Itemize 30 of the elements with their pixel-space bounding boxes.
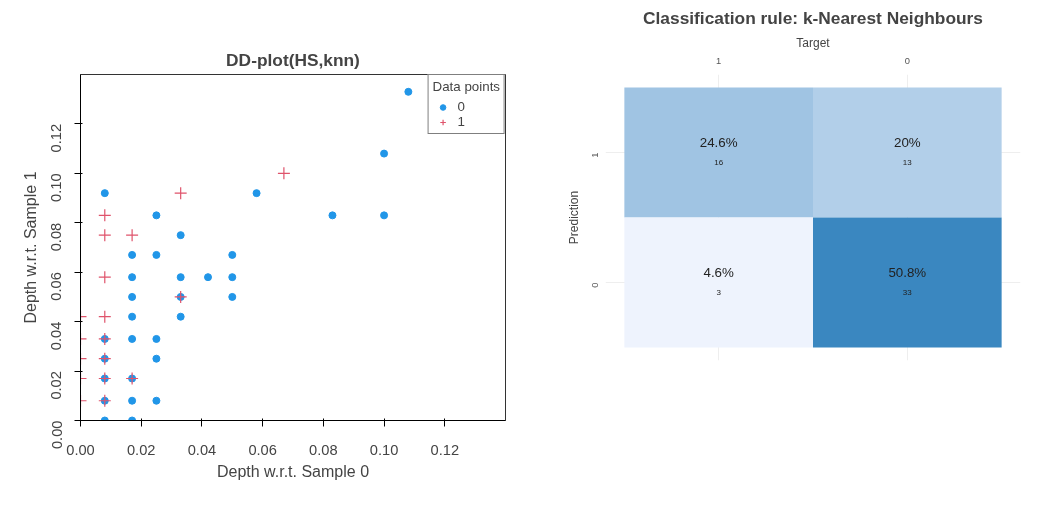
legend-label: 1 [457,114,466,129]
x-tick-label: 0.00 [66,441,95,458]
x-tick-label: 0.02 [126,441,156,458]
data-label: 24.6% [699,134,738,150]
y-tick-label: 0.10 [48,173,65,202]
x-tick-label: 0.10 [369,441,399,458]
y-tick-label: 0.02 [48,371,65,400]
x-tick-label: 0.08 [309,441,338,458]
legend-label: 0 [457,99,466,114]
annotation: 16 [714,158,724,168]
x-tick-label: 0.12 [430,441,460,458]
y-tick-label: 0.12 [48,123,65,153]
chart-title: Classification rule: k-Nearest Neighbours [643,7,983,28]
data-label: 4.6% [703,264,735,280]
chart-title: DD-plot(HS,knn) [226,49,360,70]
y-tick-label: 0.06 [48,272,65,301]
y-axis-title: Depth w.r.t. Sample 1 [21,171,39,324]
data-label: 20% [893,134,921,150]
annotation: 33 [902,288,913,298]
y-tick-label: 0.08 [48,222,65,252]
data-label: 50.8% [888,264,927,280]
x-tick-label: 0.04 [187,441,217,458]
annotation: 3 [716,288,722,298]
legend-title: Data points [432,79,500,94]
x-axis-title: Depth w.r.t. Sample 0 [216,462,370,480]
y-tick-label: 0.04 [48,321,65,351]
x-axis-title: Target [796,35,831,50]
y-axis-title: Prediction [566,190,581,245]
x-tick-label: 0.06 [248,441,277,458]
annotation: 13 [902,158,913,168]
